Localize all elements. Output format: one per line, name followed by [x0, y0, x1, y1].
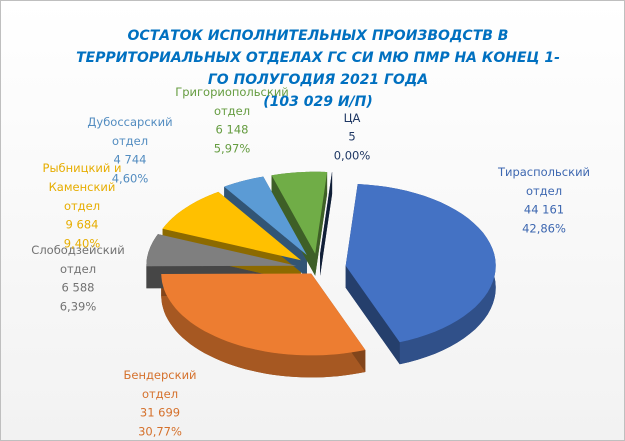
percentage-label: 42,86% [522, 222, 566, 236]
value-label: 5 [348, 130, 355, 144]
value-label: 4 744 [114, 153, 147, 167]
slice-side [315, 172, 328, 276]
chart-title: ГО ПОЛУГОДИЯ 2021 ГОДА [208, 72, 428, 88]
category-label: Тираспольский отдел [497, 165, 590, 198]
category-label: Григориопольский отдел [175, 85, 289, 118]
category-label: Слободзейский отдел [31, 243, 124, 276]
slice-side [320, 172, 333, 276]
percentage-label: 4,60% [112, 172, 149, 186]
category-label: Бендерский отдел [123, 368, 196, 401]
slice-side [345, 265, 400, 365]
percentage-label: 5,97% [214, 142, 251, 156]
percentage-label: 30,77% [138, 425, 182, 439]
slice [162, 191, 301, 261]
slice [320, 172, 333, 254]
slice-side [161, 274, 366, 378]
category-label: Рыбницкий и Каменский отдел [43, 161, 122, 213]
slice [224, 176, 307, 256]
chart-title: ОСТАТОК ИСПОЛНИТЕЛЬНЫХ ПРОИЗВОДСТВ В [128, 28, 509, 44]
percentage-label: 9,40% [64, 237, 101, 251]
category-label: ЦА [344, 111, 361, 125]
chart-subtitle: (103 029 И/П) [263, 94, 373, 110]
value-label: 44 161 [524, 203, 564, 217]
value-label: 6 588 [62, 281, 95, 295]
slice [271, 171, 328, 254]
category-label: Дубоссарский отдел [87, 115, 172, 148]
slice [161, 273, 366, 356]
value-label: 9 684 [66, 218, 99, 232]
slice [146, 234, 297, 267]
slice [345, 184, 496, 343]
chart-title: ТЕРРИТОРИАЛЬНЫХ ОТДЕЛАХ ГС СИ МЮ ПМР НА … [76, 50, 560, 66]
percentage-label: 6,39% [60, 300, 97, 314]
value-label: 31 699 [140, 406, 180, 420]
value-label: 6 148 [216, 123, 249, 137]
percentage-label: 0,00% [334, 149, 371, 163]
